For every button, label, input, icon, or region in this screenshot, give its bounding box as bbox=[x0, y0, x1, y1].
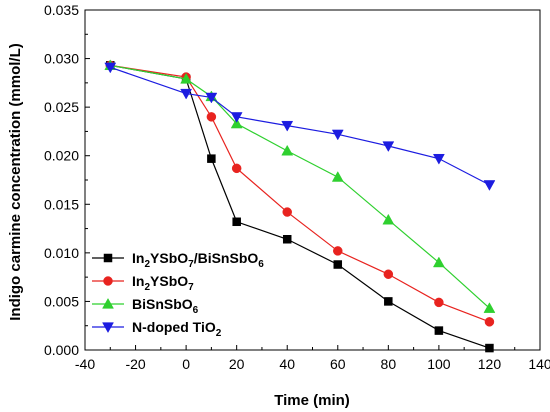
y-tick-label: 0.030 bbox=[44, 51, 79, 67]
legend: In2YSbO7/BiSnSbO6 In2YSbO7 BiSnSbO6 N-doped… bbox=[92, 250, 264, 339]
x-tick-label: 140 bbox=[528, 356, 550, 372]
y-tick-label: 0.005 bbox=[44, 293, 79, 309]
x-axis-title: Time (min) bbox=[274, 392, 350, 409]
y-tick-label: 0.015 bbox=[44, 196, 79, 212]
x-tick-label: 60 bbox=[330, 356, 346, 372]
y-tick-label: 0.020 bbox=[44, 148, 79, 164]
legend-marker bbox=[102, 297, 114, 309]
series-layer bbox=[104, 59, 496, 353]
data-point bbox=[230, 117, 243, 129]
axis-ticks: -40 -20 0 20 40 60 80 100 120 140 0.000 0.005 0.010 0… bbox=[44, 2, 550, 372]
x-tick-label: 120 bbox=[478, 356, 502, 372]
x-tick-label: 20 bbox=[229, 356, 245, 372]
data-point bbox=[484, 317, 495, 327]
x-tick-label: 40 bbox=[279, 356, 295, 372]
x-tick-label: 80 bbox=[381, 356, 397, 372]
legend-entry: BiSnSbO6 bbox=[92, 296, 199, 316]
data-point bbox=[205, 92, 218, 104]
data-point bbox=[230, 112, 243, 123]
legend-entry: In2YSbO7 bbox=[92, 273, 194, 293]
data-point bbox=[384, 297, 393, 306]
x-tick-label: -40 bbox=[75, 356, 95, 372]
data-point bbox=[382, 213, 395, 225]
data-point bbox=[282, 207, 292, 217]
x-tick-label: 0 bbox=[182, 356, 190, 372]
x-tick-label: -20 bbox=[125, 356, 145, 372]
data-point bbox=[331, 171, 344, 182]
data-point bbox=[485, 343, 494, 353]
legend-label: In2YSbO7/BiSnSbO6 bbox=[132, 250, 264, 270]
data-point bbox=[331, 129, 344, 141]
y-axis-title: Indigo carmine concentration (mmol/L) bbox=[7, 43, 24, 321]
data-point bbox=[434, 297, 444, 308]
legend-marker bbox=[103, 276, 113, 286]
y-tick-label: 0.000 bbox=[44, 342, 79, 358]
data-point bbox=[333, 246, 343, 256]
legend-entry: In2YSbO7/BiSnSbO6 bbox=[92, 250, 264, 270]
data-point bbox=[383, 269, 394, 279]
y-tick-label: 0.025 bbox=[44, 99, 79, 115]
data-point bbox=[231, 163, 242, 174]
data-point bbox=[333, 260, 343, 269]
data-point bbox=[434, 326, 444, 335]
y-tick-label: 0.010 bbox=[44, 245, 79, 261]
data-point bbox=[382, 141, 395, 153]
legend-label: BiSnSbO6 bbox=[132, 296, 199, 316]
data-point bbox=[104, 62, 117, 74]
data-point bbox=[207, 154, 216, 163]
legend-marker bbox=[102, 322, 114, 334]
y-tick-label: 0.035 bbox=[44, 2, 79, 18]
data-point bbox=[432, 256, 445, 268]
series-line bbox=[110, 64, 490, 309]
series-line bbox=[110, 66, 490, 186]
data-point bbox=[180, 88, 193, 100]
data-point bbox=[483, 180, 496, 191]
legend-marker bbox=[103, 253, 113, 263]
data-point bbox=[281, 120, 294, 132]
series-4 bbox=[104, 62, 496, 191]
data-point bbox=[180, 72, 193, 84]
data-point bbox=[206, 112, 217, 122]
legend-label: N-doped TiO2 bbox=[132, 319, 222, 339]
data-point bbox=[483, 302, 496, 313]
x-tick-label: 100 bbox=[427, 356, 451, 372]
data-point bbox=[432, 153, 445, 165]
legend-entry: N-doped TiO2 bbox=[92, 319, 222, 339]
data-point bbox=[282, 235, 292, 244]
legend-label: In2YSbO7 bbox=[132, 273, 194, 293]
data-point bbox=[281, 144, 294, 156]
data-point bbox=[232, 217, 241, 227]
